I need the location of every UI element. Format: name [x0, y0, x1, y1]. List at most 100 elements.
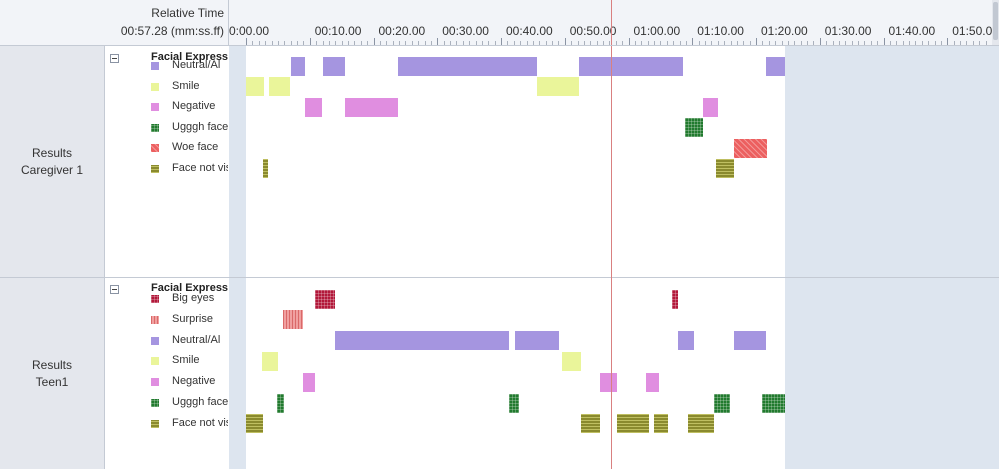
tick-mark — [883, 38, 885, 45]
legend-item[interactable]: Face not visible — [151, 417, 228, 431]
tick-minor — [475, 41, 477, 45]
event-segment-negative[interactable] — [703, 97, 719, 117]
event-segment-smile[interactable] — [268, 77, 290, 96]
event-segment-woe[interactable] — [734, 138, 768, 158]
tick-minor — [443, 41, 445, 45]
tick-minor — [666, 41, 668, 45]
tick-label: 01:00.00 — [633, 24, 681, 38]
header-scrollbar[interactable] — [992, 0, 999, 45]
tick-minor — [284, 41, 286, 45]
tick-minor — [928, 41, 930, 45]
legend-swatch — [151, 164, 159, 173]
legend-swatch — [151, 82, 159, 91]
event-segment-negative[interactable] — [305, 97, 322, 117]
tick-minor — [335, 41, 337, 45]
event-segment-face-not-visible[interactable] — [688, 414, 714, 434]
legend-swatch — [151, 336, 159, 345]
relative-time-label: Relative Time — [151, 6, 224, 20]
legend-item[interactable]: Face not visible — [151, 162, 228, 176]
event-segment-neutral[interactable] — [734, 331, 766, 351]
legend-item[interactable]: Neutral/Al — [151, 334, 228, 348]
legend-item[interactable]: Smile — [151, 354, 228, 368]
event-segment-neutral[interactable] — [290, 56, 306, 76]
legend-item[interactable]: Negative — [151, 375, 228, 389]
tick-label: 00:20.00 — [378, 24, 426, 38]
event-segment-face-not-visible[interactable] — [715, 159, 734, 178]
tick-minor — [838, 41, 840, 45]
legend-item[interactable]: Woe face — [151, 141, 228, 155]
timeline-area[interactable] — [229, 46, 999, 469]
event-segment-smile[interactable] — [562, 351, 582, 371]
event-segment-ugggh[interactable] — [276, 393, 285, 413]
event-segment-smile[interactable] — [261, 351, 278, 371]
legend-item[interactable]: Ugggh face — [151, 121, 228, 135]
event-segment-big-eyes[interactable] — [672, 289, 679, 309]
legend-item[interactable]: Smile — [151, 80, 228, 94]
tick-minor — [488, 41, 490, 45]
event-segment-neutral[interactable] — [334, 331, 510, 351]
tick-label: 01:30.00 — [824, 24, 872, 38]
collapse-toggle-icon[interactable] — [110, 54, 119, 63]
event-segment-smile[interactable] — [246, 77, 264, 96]
tick-minor — [252, 41, 254, 45]
row-label-caregiver-1[interactable]: Results Caregiver 1 — [0, 46, 105, 277]
legend-swatch — [151, 103, 159, 111]
tick-mark — [819, 38, 821, 45]
event-segment-negative[interactable] — [302, 372, 315, 392]
tick-minor — [405, 41, 407, 45]
tick-minor — [972, 41, 974, 45]
tick-minor — [469, 41, 471, 45]
legend-item[interactable]: Surprise — [151, 313, 228, 327]
event-segment-smile[interactable] — [536, 77, 579, 96]
legend-item[interactable]: Big eyes — [151, 292, 228, 306]
tick-minor — [832, 41, 834, 45]
legend-swatch — [151, 62, 159, 70]
event-segment-big-eyes[interactable] — [314, 289, 335, 309]
legend-swatch — [151, 144, 159, 152]
legend-item[interactable]: Neutral/Al — [151, 59, 228, 73]
event-segment-negative[interactable] — [599, 372, 618, 392]
legend-label: Neutral/Al — [172, 333, 221, 346]
tick-minor — [341, 41, 343, 45]
event-segment-face-not-visible[interactable] — [654, 414, 669, 434]
row-label-teen-1[interactable]: Results Teen1 — [0, 278, 105, 469]
legend-item[interactable]: Negative — [151, 100, 228, 114]
tick-minor — [743, 41, 745, 45]
timeline-header: Relative Time 00:57.28 (mm:ss.ff) 0:00.0… — [0, 0, 999, 46]
event-segment-face-not-visible[interactable] — [246, 414, 264, 434]
playhead-line[interactable] — [611, 46, 613, 469]
tick-minor — [685, 41, 687, 45]
group-title: Facial Expressi — [151, 282, 228, 294]
event-segment-ugggh[interactable] — [762, 393, 785, 413]
collapse-toggle-icon[interactable] — [110, 285, 119, 294]
tick-minor — [316, 41, 318, 45]
event-segment-face-not-visible[interactable] — [581, 414, 600, 434]
event-segment-surprise[interactable] — [282, 310, 304, 330]
event-segment-neutral[interactable] — [397, 56, 537, 76]
event-segment-neutral[interactable] — [678, 331, 694, 351]
tick-minor — [858, 41, 859, 45]
event-segment-neutral[interactable] — [322, 56, 345, 76]
event-segment-neutral[interactable] — [515, 331, 559, 351]
tick-minor — [654, 41, 655, 45]
playhead-line-header[interactable] — [611, 0, 613, 45]
legend-label: Woe face — [172, 141, 219, 153]
tick-minor — [532, 41, 534, 45]
event-segment-ugggh[interactable] — [684, 118, 704, 137]
scrollbar-thumb[interactable] — [993, 2, 998, 40]
event-segment-negative[interactable] — [344, 97, 398, 117]
legend-swatch — [151, 357, 159, 366]
legend-item[interactable]: Ugggh face — [151, 396, 228, 410]
legend-label: Smile — [172, 79, 200, 92]
event-segment-neutral[interactable] — [765, 56, 785, 76]
tick-minor — [775, 41, 777, 45]
tick-minor — [552, 41, 553, 45]
event-segment-negative[interactable] — [646, 372, 660, 392]
event-segment-face-not-visible[interactable] — [263, 159, 269, 178]
event-segment-neutral[interactable] — [579, 56, 683, 76]
event-segment-ugggh[interactable] — [713, 393, 731, 413]
event-segment-ugggh[interactable] — [508, 393, 519, 413]
tick-minor — [826, 41, 828, 45]
event-segment-face-not-visible[interactable] — [617, 414, 649, 434]
tick-minor — [571, 41, 573, 45]
